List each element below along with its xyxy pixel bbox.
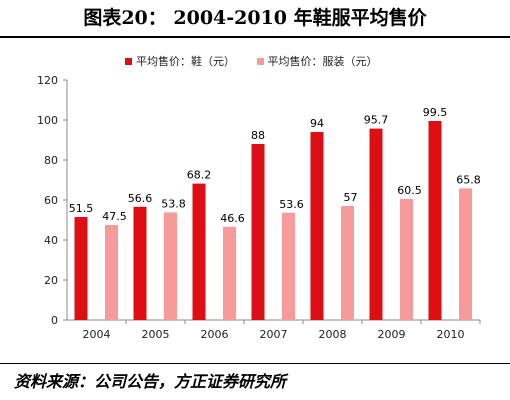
x-tick-label: 2005 bbox=[142, 328, 170, 341]
y-tick-label: 120 bbox=[37, 74, 58, 87]
bar-apparel-2006 bbox=[223, 226, 236, 320]
bar-shoes-2008 bbox=[310, 132, 324, 320]
y-tick-label: 60 bbox=[44, 194, 58, 207]
bar-shoes-2004 bbox=[74, 217, 88, 320]
data-label-shoes: 56.6 bbox=[128, 192, 153, 205]
bar-shoes-2007 bbox=[251, 144, 265, 320]
legend-label-shoes: 平均售价：鞋（元） bbox=[136, 55, 235, 68]
data-label-shoes: 94 bbox=[310, 117, 324, 130]
bar-apparel-2010 bbox=[459, 188, 472, 320]
chart-title: 图表20： 2004-2010 年鞋服平均售价 bbox=[83, 7, 427, 29]
x-tick-label: 2006 bbox=[201, 328, 229, 341]
legend-swatch-shoes bbox=[125, 57, 132, 65]
data-label-shoes: 68.2 bbox=[187, 169, 212, 182]
bar-shoes-2005 bbox=[133, 206, 147, 320]
data-label-apparel: 53.6 bbox=[279, 198, 304, 211]
legend-label-apparel: 平均售价：服装（元） bbox=[267, 55, 378, 68]
bar-shoes-2010 bbox=[428, 121, 442, 320]
x-tick-label: 2004 bbox=[83, 328, 111, 341]
x-tick-label: 2009 bbox=[378, 328, 406, 341]
data-label-shoes: 88 bbox=[251, 129, 265, 142]
x-tick-label: 2010 bbox=[437, 328, 465, 341]
y-tick-label: 40 bbox=[44, 234, 58, 247]
data-label-apparel: 57 bbox=[344, 191, 358, 204]
legend: 平均售价：鞋（元） 平均售价：服装（元） bbox=[125, 53, 396, 69]
y-tick-label: 80 bbox=[44, 154, 58, 167]
data-label-shoes: 99.5 bbox=[423, 106, 448, 119]
legend-swatch-apparel bbox=[256, 57, 264, 65]
x-tick-label: 2008 bbox=[319, 328, 347, 341]
source-note: 资料来源：公司公告，方正证券研究所 bbox=[14, 372, 287, 391]
y-tick-label: 100 bbox=[37, 114, 58, 127]
data-label-shoes: 51.5 bbox=[69, 202, 94, 215]
source-divider bbox=[0, 363, 510, 364]
bar-apparel-2009 bbox=[400, 199, 413, 320]
bar-apparel-2008 bbox=[341, 206, 354, 320]
bar-apparel-2005 bbox=[164, 212, 177, 320]
data-label-apparel: 60.5 bbox=[397, 184, 422, 197]
legend-item-shoes: 平均售价：鞋（元） bbox=[125, 53, 235, 69]
data-label-apparel: 53.8 bbox=[161, 197, 186, 210]
bar-apparel-2007 bbox=[282, 212, 295, 320]
data-label-apparel: 47.5 bbox=[102, 210, 127, 223]
bar-shoes-2009 bbox=[369, 128, 383, 320]
title-divider bbox=[0, 36, 510, 38]
data-label-apparel: 65.8 bbox=[456, 173, 481, 186]
y-tick-label: 0 bbox=[51, 314, 58, 327]
legend-item-apparel: 平均售价：服装（元） bbox=[256, 53, 378, 69]
x-tick-label: 2007 bbox=[260, 328, 288, 341]
data-label-shoes: 95.7 bbox=[364, 114, 389, 127]
bar-shoes-2006 bbox=[192, 183, 206, 320]
bar-apparel-2004 bbox=[105, 225, 118, 320]
bar-chart: 0 20 40 60 80 100 120 2004 51.5 47.5 2005 56.6 53.8 2… bbox=[37, 74, 481, 341]
data-label-apparel: 46.6 bbox=[220, 212, 245, 225]
y-tick-label: 20 bbox=[44, 274, 58, 287]
